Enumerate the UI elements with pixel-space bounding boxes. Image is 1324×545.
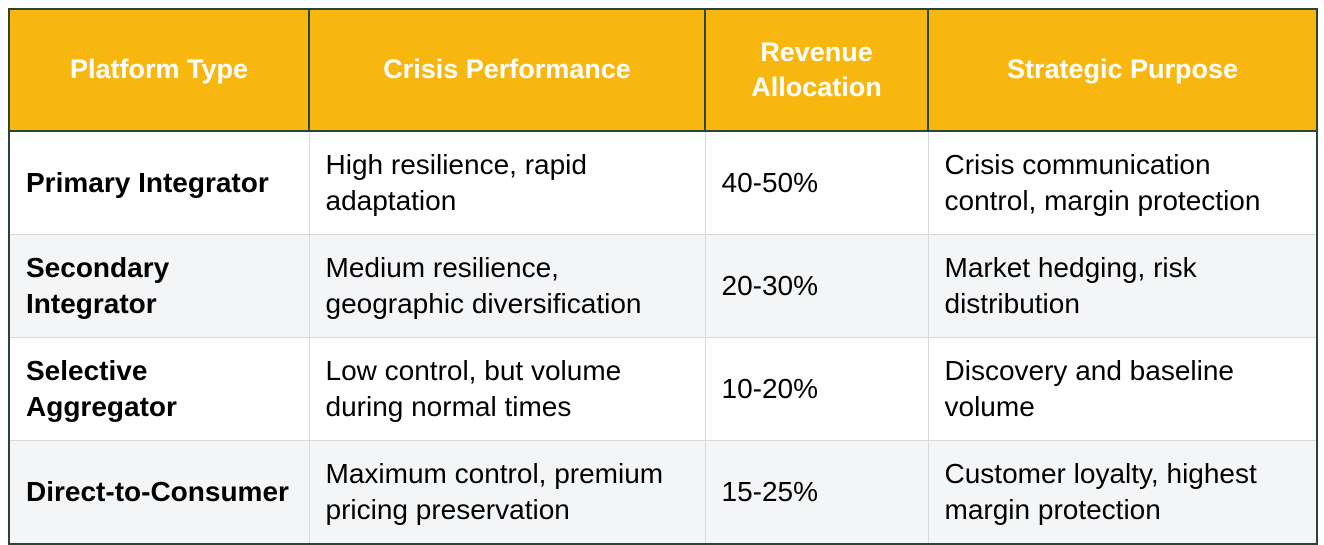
table-row: Primary Integrator High resilience, rapi… [8,130,1318,235]
cell-platform-type: Secondary Integrator [8,234,310,338]
cell-strategic-purpose: Discovery and baseline volume [927,337,1318,441]
cell-revenue-allocation: 10-20% [704,337,929,441]
column-header-strategic-purpose: Strategic Purpose [927,8,1318,132]
cell-platform-type: Primary Integrator [8,130,310,235]
table-row: Direct-to-Consumer Maximum control, prem… [8,440,1318,545]
cell-platform-type: Direct-to-Consumer [8,440,310,545]
cell-revenue-allocation: 40-50% [704,130,929,235]
cell-strategic-purpose: Market hedging, risk distribution [927,234,1318,338]
table-header-row: Platform Type Crisis Performance Revenue… [8,8,1318,132]
column-header-platform-type: Platform Type [8,8,310,132]
table-row: Selective Aggregator Low control, but vo… [8,337,1318,441]
cell-revenue-allocation: 20-30% [704,234,929,338]
column-header-crisis-performance: Crisis Performance [308,8,706,132]
platform-strategy-table-container: Platform Type Crisis Performance Revenue… [8,8,1318,545]
cell-strategic-purpose: Customer loyalty, highest margin protect… [927,440,1318,545]
cell-strategic-purpose: Crisis communication control, margin pro… [927,130,1318,235]
cell-crisis-performance: Maximum control, premium pricing preserv… [308,440,706,545]
cell-crisis-performance: Low control, but volume during normal ti… [308,337,706,441]
cell-revenue-allocation: 15-25% [704,440,929,545]
cell-platform-type: Selective Aggregator [8,337,310,441]
cell-crisis-performance: High resilience, rapid adaptation [308,130,706,235]
table-row: Secondary Integrator Medium resilience, … [8,234,1318,338]
platform-strategy-table: Platform Type Crisis Performance Revenue… [8,8,1318,545]
column-header-revenue-allocation: Revenue Allocation [704,8,929,132]
cell-crisis-performance: Medium resilience, geographic diversific… [308,234,706,338]
